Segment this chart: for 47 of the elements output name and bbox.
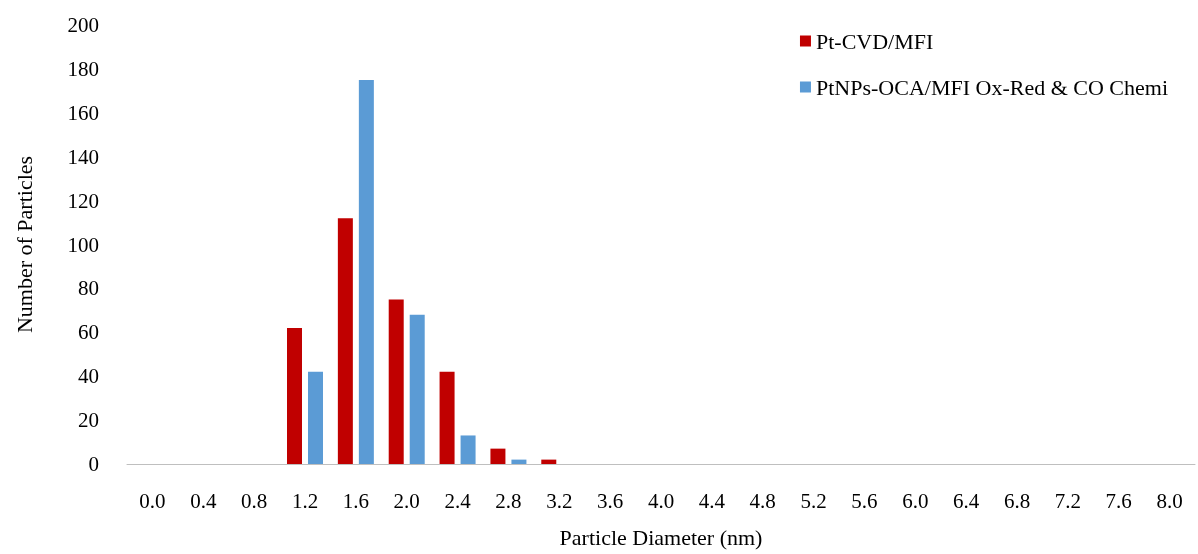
x-tick-label: 6.8: [1003, 488, 1031, 513]
y-tick-label: 140: [67, 144, 99, 169]
x-tick-label: 2.8: [495, 488, 522, 513]
x-tick-label: 4.8: [749, 488, 776, 513]
y-tick-label: 200: [67, 13, 99, 37]
y-tick-label: 100: [67, 232, 99, 257]
x-tick-label: 4.0: [647, 488, 675, 513]
x-axis-title: Particle Diameter (nm): [559, 524, 763, 550]
bar: [388, 299, 404, 464]
x-tick-label: 6.4: [953, 488, 980, 513]
bar: [511, 459, 527, 464]
y-tick-label: 40: [78, 364, 99, 389]
bar: [490, 448, 506, 464]
y-tick-label: 60: [78, 320, 99, 345]
x-tick-label: 7.2: [1054, 488, 1081, 513]
x-tick-label: 1.2: [291, 488, 319, 513]
x-tick-label: 5.6: [851, 488, 878, 513]
bar: [409, 314, 425, 464]
legend-label: Pt-CVD/MFI: [815, 28, 934, 54]
x-tick-label: 3.2: [546, 488, 573, 513]
x-tick-label: 1.6: [342, 488, 369, 513]
y-tick-label: 160: [67, 100, 99, 125]
bar: [308, 371, 323, 464]
y-tick-label: 20: [78, 408, 99, 433]
bar: [337, 218, 353, 464]
x-tick-label: 7.6: [1105, 488, 1132, 513]
x-tick-label: 0.8: [241, 488, 268, 513]
bar: [541, 459, 557, 464]
y-tick-label: 180: [67, 56, 99, 81]
x-tick-label: 8.0: [1156, 488, 1183, 513]
legend-label: PtNPs-OCA/MFI Ox-Red & CO Chemi: [815, 74, 1169, 100]
y-tick-label: 80: [78, 276, 99, 301]
x-tick-label: 3.6: [597, 488, 624, 513]
y-tick-label: 0: [88, 452, 99, 476]
bar: [287, 327, 302, 464]
bar: [439, 371, 455, 464]
x-tick-label: 0.0: [139, 488, 166, 513]
y-axis-title: Number of Particles: [11, 155, 37, 334]
bar: [358, 79, 374, 464]
bar: [460, 435, 476, 464]
x-tick-label: 5.2: [800, 488, 827, 513]
x-tick-label: 4.4: [698, 488, 726, 513]
x-tick-label: 2.0: [393, 488, 420, 513]
x-tick-label: 0.4: [190, 488, 217, 513]
x-tick-label: 2.4: [444, 488, 472, 513]
y-tick-label: 120: [67, 188, 99, 213]
x-tick-label: 6.0: [902, 488, 929, 513]
